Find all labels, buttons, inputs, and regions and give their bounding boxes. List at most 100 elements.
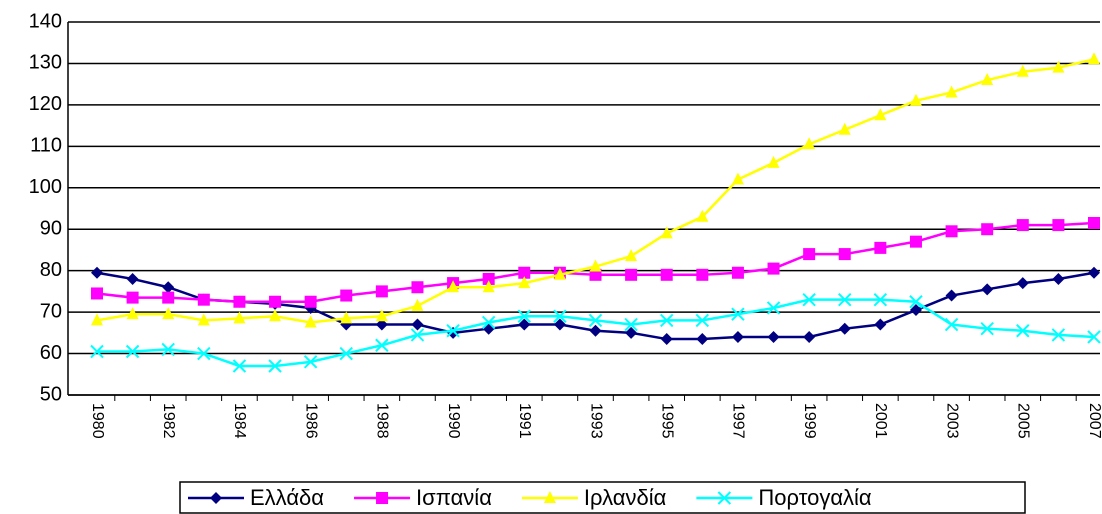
point — [873, 292, 888, 307]
point — [197, 346, 211, 361]
point — [1016, 277, 1029, 290]
point — [375, 338, 389, 352]
point — [197, 313, 210, 326]
point — [803, 330, 816, 343]
point — [232, 359, 247, 373]
point — [162, 281, 175, 294]
point — [233, 295, 246, 308]
point — [695, 313, 710, 328]
point — [304, 295, 317, 308]
legend: Ελλάδα Ισπανία Ιρλανδία Πορτογαλία — [179, 481, 1026, 514]
point — [1016, 219, 1029, 232]
x-tick-label: 1995 — [658, 403, 675, 439]
legend-label: Ιρλανδία — [584, 485, 667, 510]
point — [126, 307, 139, 320]
point — [717, 491, 732, 505]
point — [553, 318, 566, 331]
point — [375, 285, 388, 298]
point — [210, 492, 222, 504]
y-tick-label: 120 — [29, 93, 62, 115]
point — [482, 280, 495, 293]
x-tick-label: 1986 — [302, 403, 319, 439]
point — [1052, 219, 1065, 232]
point — [269, 295, 282, 308]
point — [1052, 60, 1065, 73]
point — [981, 223, 994, 236]
point — [340, 311, 353, 324]
x-tick-label: 1997 — [730, 403, 747, 439]
y-tick-label: 130 — [29, 52, 62, 74]
point — [803, 248, 816, 261]
point — [543, 491, 556, 503]
point — [767, 155, 780, 168]
point — [553, 309, 567, 323]
point — [660, 313, 674, 328]
point — [944, 317, 959, 332]
point — [126, 272, 139, 285]
point — [269, 309, 282, 322]
point — [625, 249, 638, 262]
series — [91, 217, 1100, 308]
y-tick-label: 90 — [40, 218, 62, 240]
point — [909, 295, 923, 309]
x-tick-label: 2003 — [943, 403, 960, 439]
y-tick-label: 110 — [30, 135, 62, 157]
point — [838, 122, 851, 135]
point — [303, 355, 318, 369]
x-tick-label: 1991 — [516, 403, 533, 439]
point — [589, 259, 602, 272]
y-tick-label: 50 — [40, 383, 62, 405]
point — [874, 241, 887, 254]
point — [589, 324, 602, 337]
point — [481, 315, 496, 330]
x-tick-label: 1988 — [374, 403, 391, 439]
point — [410, 328, 425, 342]
y-tick-label: 140 — [29, 10, 62, 32]
point — [162, 307, 175, 320]
point — [838, 292, 852, 307]
y-tick-label: 80 — [40, 259, 62, 281]
point — [731, 266, 744, 279]
y-tick-label: 70 — [40, 300, 62, 322]
point — [411, 281, 424, 294]
point — [731, 172, 744, 185]
point — [624, 317, 638, 332]
point — [91, 313, 103, 326]
point — [838, 248, 851, 261]
point — [1088, 217, 1100, 230]
point — [802, 292, 816, 307]
point — [660, 268, 673, 281]
point — [767, 330, 780, 343]
point — [447, 280, 460, 293]
x-tick-label: 1980 — [89, 403, 106, 439]
point — [874, 318, 887, 331]
point — [1088, 52, 1100, 65]
x-tick-label: 1982 — [160, 403, 177, 439]
point — [340, 289, 353, 302]
point — [696, 268, 709, 281]
series — [91, 52, 1100, 328]
legend-label: Ισπανία — [416, 485, 492, 510]
series — [90, 292, 1101, 373]
point — [696, 209, 709, 222]
x-tick-label: 1993 — [587, 403, 604, 439]
point — [731, 307, 745, 321]
point — [625, 326, 638, 339]
x-tick-label: 2005 — [1015, 403, 1032, 439]
point — [660, 226, 673, 239]
point — [588, 313, 603, 328]
point — [909, 304, 922, 317]
point — [197, 293, 210, 306]
x-tick-label: 1984 — [231, 403, 248, 439]
point — [518, 266, 531, 279]
point — [268, 359, 282, 373]
point — [1052, 272, 1065, 285]
point — [125, 344, 140, 359]
y-tick-label: 100 — [29, 176, 62, 198]
point — [874, 108, 887, 121]
point — [1016, 64, 1029, 77]
point — [304, 315, 317, 328]
point — [161, 342, 175, 357]
point — [838, 322, 851, 335]
point — [766, 301, 781, 315]
